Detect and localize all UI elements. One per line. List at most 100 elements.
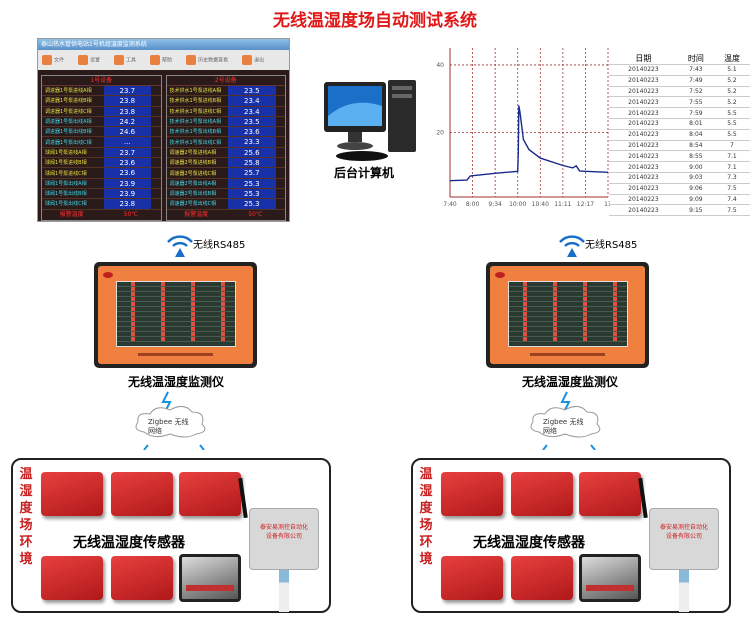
tool-icon — [150, 55, 161, 65]
reading-row: 球阀1号泵出线A相 23.9 — [42, 178, 161, 189]
tool-label: 文件 — [54, 57, 65, 64]
cloud-icon — [530, 391, 601, 451]
reading-label: 调速器2号泵出线C相 — [169, 201, 217, 208]
wireless-transmitter: 泰安易测控自动化 设备有限公司 — [249, 508, 319, 570]
toolbar-button: 工具 — [114, 55, 136, 65]
table-cell: 7.3 — [713, 172, 750, 184]
reading-label: 球阀1号泵进线A相 — [45, 149, 87, 156]
table-cell: 8:04 — [677, 129, 714, 141]
reading-row: 调速器2号泵进线B相 25.8 — [166, 158, 285, 169]
reading-row: 调进器1号泵出线A相 24.2 — [42, 116, 161, 128]
x-tick-label: 10:40 — [532, 201, 549, 208]
table-cell: 5.5 — [713, 107, 750, 119]
device-text: 设备有限公司 — [265, 533, 302, 540]
table-cell: 7 — [713, 140, 750, 152]
y-tick-label: 20 — [436, 130, 444, 137]
table-row: 20140223 8:55 7.1 — [609, 150, 750, 163]
reading-label: 调速器2号泵进线B相 — [169, 160, 217, 167]
reading-row: 技术供水1号泵进线A相 23.5 — [166, 86, 285, 97]
reading-label: 球阀1号泵进线B相 — [45, 160, 87, 167]
table-cell: 9:03 — [677, 172, 714, 184]
table-cell: 5.1 — [713, 64, 750, 76]
table-header: 时间 — [677, 53, 714, 65]
data-point — [472, 175, 473, 177]
reading-row: 调进器1号泵进线C相 23.8 — [42, 106, 161, 117]
reading-row: 调进器1号泵出线B相 24.6 — [42, 127, 161, 138]
reading-label: 技术供水1号泵进线C相 — [169, 108, 222, 115]
data-point — [517, 170, 519, 172]
device-text: 设备有限公司 — [665, 533, 702, 540]
reading-value: 23.6 — [228, 127, 276, 137]
x-tick-label: 9:34 — [488, 201, 502, 208]
table-cell: 7:55 — [677, 96, 714, 109]
data-point — [528, 149, 530, 150]
monitor-device — [486, 262, 649, 368]
computer-icon — [324, 80, 416, 161]
table-cell: 20140223 — [609, 183, 678, 195]
table-cell: 7.4 — [713, 194, 750, 206]
reading-label: 调速器2号泵出线B相 — [169, 191, 217, 198]
table-cell: 5.2 — [713, 96, 750, 109]
monitoring-software-screenshot: 泰山热水管供电站1号机组温度监测系统 文件 设置 工具 帮助 历史数据查看 退出 1号设备… — [37, 38, 290, 222]
data-point — [585, 170, 586, 172]
monitor-label: 无线温湿度监测仪 — [521, 375, 618, 389]
tool-label: 帮助 — [162, 57, 173, 64]
toolbar-button: 文件 — [42, 55, 64, 65]
reading-row: 技术供水1号泵进线C相 23.4 — [166, 106, 285, 117]
tool-label: 工具 — [126, 57, 137, 64]
reading-value: 23.6 — [103, 168, 151, 178]
device-text: 泰安易测控自动化 — [659, 524, 708, 531]
reading-value: 23.5 — [228, 86, 276, 96]
zigbee-network: Zigbee 无线 网络 — [525, 390, 615, 454]
toolbar-button: 退出 — [242, 55, 264, 65]
table-cell: 20140223 — [609, 107, 678, 119]
reading-label: 技术供水1号泵出线C相 — [169, 139, 222, 146]
reading-row: 技术供水1号泵进线B相 23.4 — [166, 96, 285, 107]
temperature-chart: 7:40 8:00 9:34 10:00 10:40 11:11 12:17 13 20 40 — [436, 48, 610, 208]
panel-header: 2号设备 — [166, 76, 285, 86]
table-row: 20140223 7:43 5.1 — [609, 64, 750, 76]
reading-value: 23.8 — [103, 199, 151, 209]
sensor-environment: 温湿度场环境 无线温湿度传感器 泰安易测控自动化 设备有限公司 — [411, 458, 731, 613]
reading-value: 23.9 — [103, 178, 151, 188]
wireless-sensor-black — [179, 554, 241, 602]
data-point — [494, 172, 496, 174]
table-cell: 5.2 — [713, 75, 750, 87]
rs485-label: 无线RS485 — [193, 240, 246, 251]
reading-label: 调进器1号泵进线A相 — [45, 88, 92, 95]
table-cell: 5.5 — [713, 118, 750, 130]
data-point — [517, 152, 519, 154]
table-row: 20140223 8:54 7 — [609, 140, 750, 152]
reading-value: 24.6 — [103, 127, 151, 137]
data-point — [575, 165, 577, 167]
reading-value: 25.8 — [228, 158, 276, 168]
wireless-sensor — [441, 472, 503, 516]
table-cell: 20140223 — [609, 161, 678, 173]
x-tick-label: 10:00 — [509, 201, 526, 208]
table-cell: 9:00 — [677, 161, 714, 173]
wireless-transmitter: 泰安易测控自动化 设备有限公司 — [649, 508, 719, 570]
tool-label: 历史数据查看 — [198, 57, 229, 64]
data-table: 日期 时间 温度 20140223 7:43 5.1 20140223 7:49 5.2 2014… — [609, 53, 750, 217]
table-cell: 7:49 — [677, 75, 714, 87]
device-text: 泰安易测控自动化 — [259, 524, 308, 531]
table-cell: 20140223 — [609, 86, 678, 98]
table-cell: 20140223 — [609, 140, 678, 152]
tool-icon — [114, 55, 125, 65]
data-point — [572, 167, 574, 169]
table-row: 20140223 9:09 7.4 — [609, 194, 750, 206]
device-panel: 2号设备 技术供水1号泵进线A相 23.5 技术供水1号泵进线B相 23.4 技术供水1号… — [165, 75, 286, 221]
table-cell: 5.2 — [713, 86, 750, 98]
table-cell: 20140223 — [609, 129, 678, 141]
reading-value: 25.7 — [228, 168, 276, 178]
reading-label: 调速器2号泵进线C相 — [169, 170, 217, 177]
reading-label: 调进器1号泵进线C相 — [45, 108, 92, 115]
table-row: 20140223 7:49 5.2 — [609, 75, 750, 87]
wireless-sensor — [111, 472, 173, 516]
sensor-label: 无线温湿度传感器 — [473, 535, 585, 551]
table-cell: 20140223 — [609, 64, 678, 76]
table-cell: 7.5 — [713, 183, 750, 195]
wireless-sensor — [579, 472, 641, 516]
reading-value: 23.9 — [103, 188, 151, 199]
wireless-signal-icon — [559, 235, 585, 257]
